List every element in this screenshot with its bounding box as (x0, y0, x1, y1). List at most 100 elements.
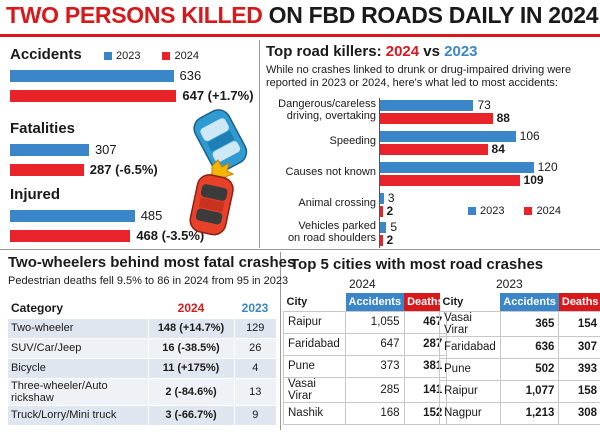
value-label-2023: 120 (537, 160, 558, 174)
value-2023-cell: 26 (233, 337, 276, 358)
two-wheelers-subtitle: Pedestrian deaths fell 9.5% to 86 in 202… (8, 275, 289, 287)
header-deaths: Deaths (558, 293, 600, 311)
bar-2024 (380, 113, 493, 124)
bar-2024 (380, 206, 383, 217)
left-chart: 2023 2024 Accidents 636 647 (+1.7%) Fatalit… (0, 0, 259, 249)
cause-label: Animal crossing (256, 197, 376, 209)
table-row: Three-wheeler/Auto rickshaw 2 (-84.6%) 13 (8, 377, 276, 405)
cities-title: Top 5 cities with most road crashes (290, 256, 544, 273)
accidents-cell: 373 (345, 354, 405, 378)
table-row: Truck/Lorry/Mini truck 3 (-66.7%) 9 (8, 404, 276, 425)
two-wheelers-title: Two-wheelers behind most fatal crashes (8, 254, 296, 271)
cause-label-line: on road shoulders (287, 232, 376, 244)
value-label-2024: 468 (-3.5%) (136, 228, 205, 243)
value-label-2023: 485 (140, 208, 163, 223)
accidents-cell: 636 (499, 335, 560, 359)
accidents-cell: 1,077 (499, 379, 560, 403)
legend-label-2024: 2024 (536, 205, 561, 217)
header-category: Category (11, 301, 64, 316)
deaths-cell: 158 (558, 379, 600, 403)
bar-2023 (380, 131, 516, 142)
bar-2024 (380, 235, 383, 246)
cities-table-2024: City Accidents Deaths Raipur 1,055 467 Faridab… (283, 293, 448, 425)
accidents-cell: 365 (499, 310, 560, 337)
crashed-cars-illustration (189, 109, 248, 236)
table-row: Faridabad 636 307 (439, 335, 600, 359)
deaths-cell: 381 (403, 354, 448, 378)
accidents-cell: 168 (345, 401, 405, 425)
legend-label-2024: 2024 (174, 50, 199, 62)
city-cell: Pune (283, 354, 346, 378)
city-cell: Raipur (283, 310, 346, 334)
table-row: Raipur 1,055 467 (283, 310, 448, 334)
city-cell: Faridabad (283, 332, 346, 356)
city-cell: Nagpur (439, 401, 501, 425)
category-cell: SUV/Car/Jeep (8, 337, 148, 358)
city-cell: Nashik (283, 401, 346, 425)
table-row: Pune 373 381 (283, 354, 448, 378)
cities-year-2024: 2024 (349, 277, 376, 291)
top-killers-title-2024: 2024 (385, 43, 420, 60)
bar-2023 (380, 162, 534, 173)
category-cell: Bicycle (8, 357, 148, 378)
top-killers-subtitle-line-2: reported in 2023 or 2024, here's what le… (266, 77, 558, 89)
legend-swatch-2024 (524, 207, 533, 215)
table-row: Pune 502 393 (439, 357, 600, 381)
table-row: Nagpur 1,213 308 (439, 401, 600, 425)
city-cell: Vasai Virar (283, 376, 346, 403)
value-label-2023: 5 (390, 220, 398, 234)
value-label-2024: 84 (491, 142, 505, 156)
value-label-2024: 88 (496, 111, 510, 125)
value-2024-cell: 16 (-38.5%) (147, 337, 234, 358)
cause-label: Vehicles parked on road shoulders (256, 220, 376, 244)
vertical-divider-bottom (280, 252, 281, 430)
header-2024: 2024 (177, 301, 205, 316)
headline-red: TWO PERSONS KILLED (6, 2, 263, 28)
value-2023-cell: 13 (233, 377, 276, 405)
city-cell: Vasai Virar (439, 310, 501, 337)
deaths-cell: 393 (558, 357, 600, 381)
accidents-cell: 647 (345, 332, 405, 356)
bar-2023 (380, 193, 384, 204)
deaths-cell: 307 (558, 335, 600, 359)
legend-label-2023: 2023 (116, 50, 141, 62)
value-label-2023: 636 (179, 68, 202, 83)
header-accidents: Accidents (500, 293, 559, 311)
value-label-2024: 2 (386, 233, 394, 247)
cities-table-2023: City Accidents Deaths Vasai Virar 365 154 Fari… (439, 293, 600, 425)
category-title: Fatalities (10, 120, 76, 137)
cause-label-line: Dangerous/careless (278, 98, 376, 110)
cause-label-line: Causes not known (285, 166, 377, 178)
header-city: City (283, 293, 346, 311)
value-2024-cell: 3 (-66.7%) (147, 404, 234, 425)
bar-2024 (380, 175, 520, 186)
top-killers-subtitle: While no crashes linked to drunk or drug… (266, 64, 571, 90)
top-killers-title-vs: vs (419, 43, 445, 60)
table-row: Bicycle 11 (+175%) 4 (8, 357, 276, 378)
top-killers-title-2023: 2023 (444, 43, 478, 60)
accidents-cell: 285 (345, 376, 405, 403)
deaths-cell: 308 (558, 401, 600, 425)
deaths-cell: 154 (558, 310, 600, 337)
bar-2023 (10, 144, 89, 156)
value-2023-cell: 129 (233, 317, 276, 338)
value-label-2024: 287 (-6.5%) (89, 162, 158, 177)
city-cell: Faridabad (439, 335, 501, 359)
table-row: SUV/Car/Jeep 16 (-38.5%) 26 (8, 337, 276, 358)
value-label-2023: 73 (477, 98, 491, 112)
city-table-header: City Accidents Deaths (283, 293, 447, 311)
value-label-2024: 2 (386, 204, 394, 218)
top-killers-title-prefix: Top road killers: (266, 43, 386, 60)
value-label-2024: 647 (+1.7%) (182, 88, 254, 103)
category-table-header: Category 2024 2023 (8, 299, 276, 318)
cause-label-line: Animal crossing (298, 197, 376, 209)
table-row: Two-wheeler 148 (+14.7%) 129 (8, 317, 276, 338)
headline-dark: ON FBD ROADS DAILY IN 2024 (262, 2, 599, 28)
header-2023: 2023 (241, 301, 269, 316)
category-table: Category 2024 2023 Two-wheeler 148 (+14.7… (8, 299, 276, 425)
axis-line (379, 98, 380, 248)
top-killers-chart: 2023 2024 Dangerous/careless driving, ove… (256, 98, 561, 248)
left-legend: 2023 2024 (104, 50, 199, 62)
value-2023-cell: 4 (233, 357, 276, 378)
headline-rule (0, 34, 600, 37)
